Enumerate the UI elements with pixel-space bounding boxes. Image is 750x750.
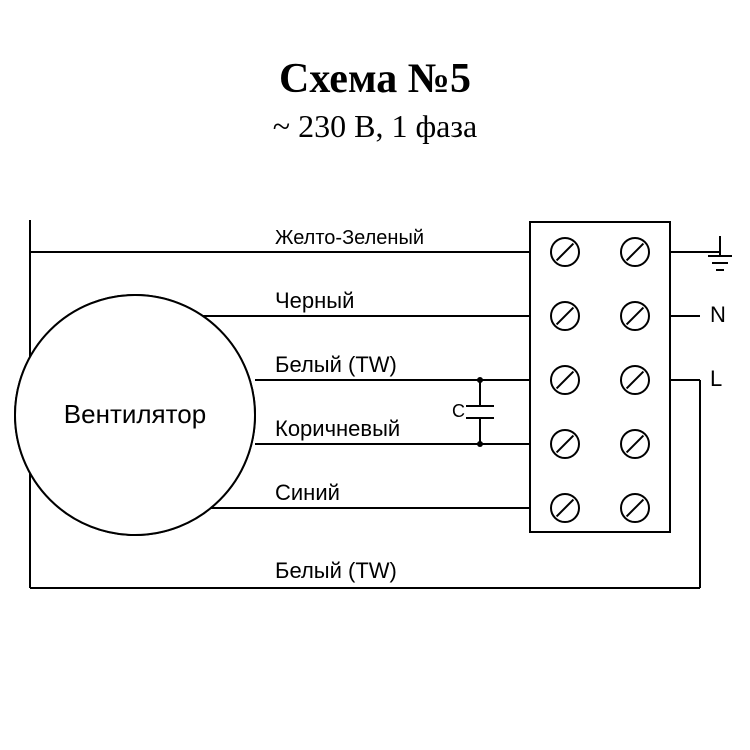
wiring-diagram: Схема №5 ~ 230 В, 1 фаза Вентилятор Желто-З… xyxy=(0,0,750,750)
label-L: L xyxy=(710,366,722,391)
wire-label-1: Черный xyxy=(275,288,354,313)
return-label: Белый (TW) xyxy=(275,558,397,583)
diagram-subtitle: ~ 230 В, 1 фаза xyxy=(273,108,477,144)
wire-label-4: Синий xyxy=(275,480,340,505)
fan-label-top: Вентилятор xyxy=(64,399,206,429)
wire-label-0: Желто-Зеленый xyxy=(275,227,424,249)
cap-node-top xyxy=(477,377,483,383)
label-N: N xyxy=(710,302,726,327)
wire-label-3: Коричневый xyxy=(275,416,400,441)
diagram-title: Схема №5 xyxy=(279,56,471,102)
cap-label: C xyxy=(452,401,465,421)
wire-label-2: Белый (TW) xyxy=(275,352,397,377)
cap-node-bot xyxy=(477,441,483,447)
